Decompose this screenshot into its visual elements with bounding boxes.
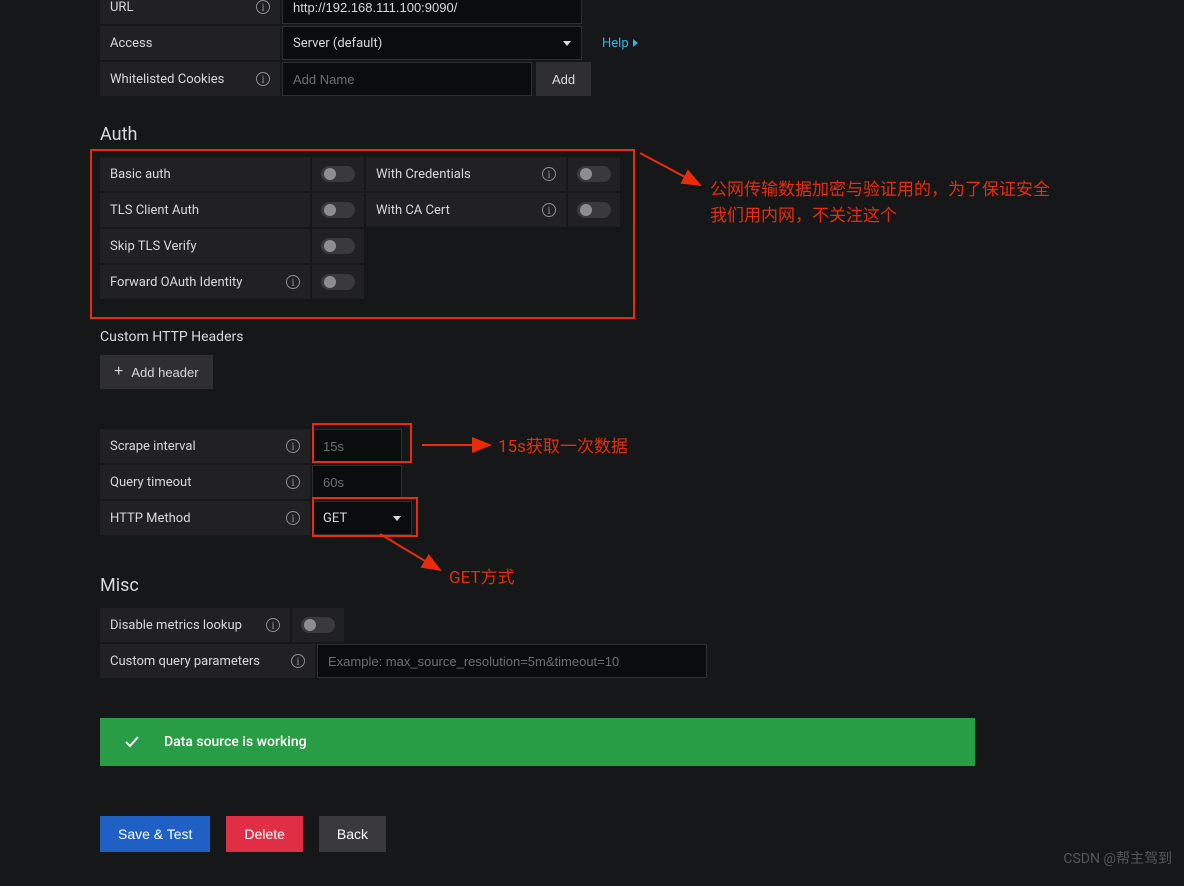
- plus-icon: +: [114, 363, 123, 381]
- info-icon: i: [286, 511, 300, 525]
- url-label: URL i: [100, 0, 280, 24]
- custom-query-input[interactable]: [317, 644, 707, 678]
- chevron-down-icon: [563, 41, 571, 46]
- auth-title: Auth: [100, 124, 1080, 145]
- scrape-interval-label: Scrape interval i: [100, 429, 310, 463]
- url-input[interactable]: [282, 0, 582, 24]
- annotation-interval: 15s获取一次数据: [498, 435, 628, 461]
- query-timeout-input[interactable]: [312, 465, 402, 499]
- watermark: CSDN @帮主驾到: [1063, 848, 1172, 868]
- disable-lookup-label: Disable metrics lookup i: [100, 608, 290, 642]
- disable-lookup-toggle[interactable]: [292, 608, 344, 642]
- annotation-box-auth: [90, 149, 635, 319]
- misc-title: Misc: [100, 575, 1080, 596]
- check-icon: [124, 734, 140, 750]
- cookies-input[interactable]: [282, 62, 532, 96]
- delete-button[interactable]: Delete: [226, 816, 302, 852]
- http-method-label: HTTP Method i: [100, 501, 310, 535]
- access-label: Access: [100, 26, 280, 60]
- cookies-label: Whitelisted Cookies i: [100, 62, 280, 96]
- info-icon: i: [286, 439, 300, 453]
- annotation-auth: 公网传输数据加密与验证用的，为了保证安全 我们用内网，不关注这个: [710, 178, 1050, 229]
- add-button[interactable]: Add: [536, 62, 591, 96]
- annotation-method: GET方式: [449, 566, 515, 592]
- info-icon: i: [256, 0, 270, 14]
- info-icon: i: [256, 72, 270, 86]
- custom-query-label: Custom query parameters i: [100, 644, 315, 678]
- info-icon: i: [291, 654, 305, 668]
- help-link[interactable]: Help: [602, 36, 638, 51]
- info-icon: i: [286, 475, 300, 489]
- chevron-right-icon: [633, 39, 638, 47]
- query-timeout-label: Query timeout i: [100, 465, 310, 499]
- success-banner: Data source is working: [100, 718, 975, 766]
- add-header-button[interactable]: + Add header: [100, 355, 213, 389]
- save-test-button[interactable]: Save & Test: [100, 816, 210, 852]
- access-select[interactable]: Server (default): [282, 26, 582, 60]
- back-button[interactable]: Back: [319, 816, 386, 852]
- annotation-box-interval: [312, 423, 412, 463]
- annotation-box-method: [312, 497, 418, 537]
- headers-title: Custom HTTP Headers: [100, 329, 1080, 345]
- info-icon: i: [266, 618, 280, 632]
